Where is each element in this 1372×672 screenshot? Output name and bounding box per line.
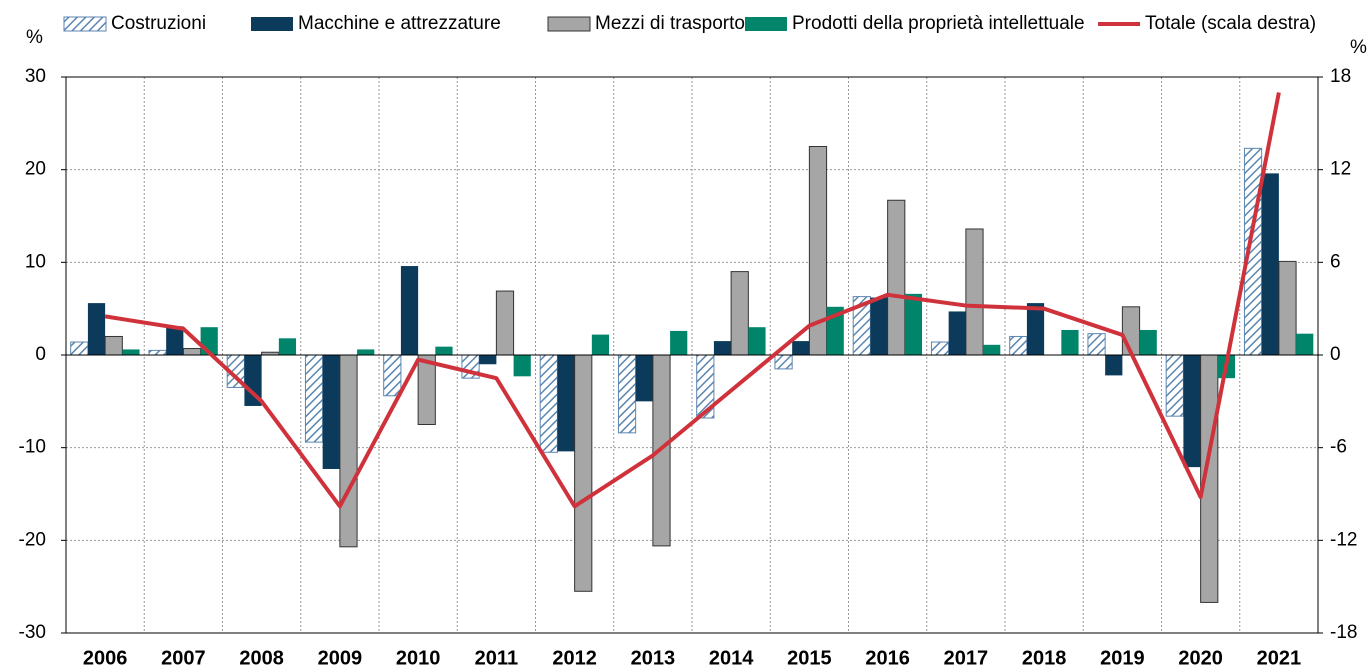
bar (635, 355, 653, 402)
x-tick-label: 2007 (161, 647, 206, 669)
legend-label: Prodotti della proprietà intellettuale (792, 13, 1085, 34)
y2-tick-label: 0 (1330, 344, 1341, 365)
y-tick-label: 20 (25, 159, 46, 180)
y2-tick-label: -12 (1330, 529, 1357, 550)
bar (339, 354, 358, 548)
x-tick-label: 2008 (239, 647, 284, 669)
bar (1105, 355, 1123, 376)
bar (670, 330, 688, 355)
bar (1165, 354, 1184, 417)
legend-swatch (547, 16, 591, 32)
bar (104, 335, 123, 356)
y2-tick-label: -18 (1330, 622, 1357, 643)
x-tick-label: 2015 (787, 647, 832, 669)
legend-label: Mezzi di trasporto (595, 13, 745, 34)
x-tick-label: 2010 (396, 647, 441, 669)
line (104, 92, 1281, 509)
bar (322, 355, 340, 469)
legend-label: Totale (scala destra) (1145, 13, 1316, 34)
x-tick-label: 2018 (1022, 647, 1067, 669)
x-tick-label: 2012 (552, 647, 597, 669)
bar (591, 334, 610, 355)
bar (574, 354, 593, 592)
bar (435, 346, 453, 355)
x-tick-label: 2014 (709, 647, 754, 669)
bar (1139, 329, 1157, 355)
bar (713, 341, 732, 355)
bar (617, 354, 637, 434)
y-tick-label: 10 (25, 251, 46, 272)
y2-tick-label: 18 (1330, 66, 1351, 87)
x-tick-label: 2013 (631, 647, 676, 669)
bar (792, 341, 810, 355)
bar (357, 349, 375, 355)
y2-tick-label: 6 (1330, 251, 1341, 272)
bar (70, 341, 89, 356)
x-tick-label: 2006 (83, 647, 128, 669)
bar (1026, 303, 1045, 355)
y-tick-label: 0 (35, 344, 46, 365)
bar (383, 354, 402, 397)
bar (965, 228, 984, 356)
bar (730, 271, 749, 356)
y-axis-label: % (26, 27, 43, 48)
bar (182, 348, 202, 356)
bar (948, 311, 966, 355)
bar (87, 303, 106, 355)
legend-swatch (251, 17, 293, 31)
bar (983, 344, 1001, 355)
bar (1087, 333, 1106, 356)
bar (1296, 333, 1314, 355)
bar (539, 354, 558, 453)
bar (930, 341, 950, 356)
bar (1061, 329, 1079, 355)
legend-label: Macchine e attrezzature (298, 13, 501, 34)
bar (904, 293, 923, 355)
y-tick-label: 30 (25, 66, 46, 87)
bar (1278, 260, 1297, 356)
y-tick-label: -10 (19, 437, 46, 458)
bar (1121, 306, 1141, 356)
bar (1261, 173, 1279, 355)
y2-axis-label: % (1350, 37, 1367, 58)
bar (887, 199, 906, 356)
x-tick-label: 2016 (865, 647, 910, 669)
x-tick-label: 2011 (475, 647, 518, 669)
bar (1183, 355, 1201, 468)
x-tick-label: 2021 (1257, 647, 1302, 669)
legend-label: Costruzioni (111, 13, 206, 34)
y-tick-label: -20 (19, 529, 46, 550)
bar (479, 355, 497, 365)
x-tick-label: 2020 (1178, 647, 1223, 669)
bar (748, 327, 766, 355)
legend-swatch (745, 17, 787, 31)
bar (244, 355, 262, 406)
bar (495, 290, 515, 356)
y2-tick-label: 12 (1330, 159, 1351, 180)
bar (417, 354, 436, 425)
bar (278, 338, 297, 355)
bar (870, 297, 888, 355)
y-tick-label: -30 (19, 622, 46, 643)
bar (166, 326, 184, 355)
bar (400, 266, 419, 355)
y2-tick-label: -6 (1330, 437, 1347, 458)
bar (304, 354, 324, 443)
bar (1009, 335, 1028, 356)
legend-swatch (63, 16, 107, 32)
x-tick-label: 2019 (1100, 647, 1145, 669)
x-tick-label: 2017 (944, 647, 989, 669)
bar (148, 349, 167, 356)
bar (774, 354, 793, 370)
bar (122, 349, 140, 355)
bar (557, 355, 575, 452)
bar (513, 355, 531, 377)
x-tick-label: 2009 (318, 647, 363, 669)
